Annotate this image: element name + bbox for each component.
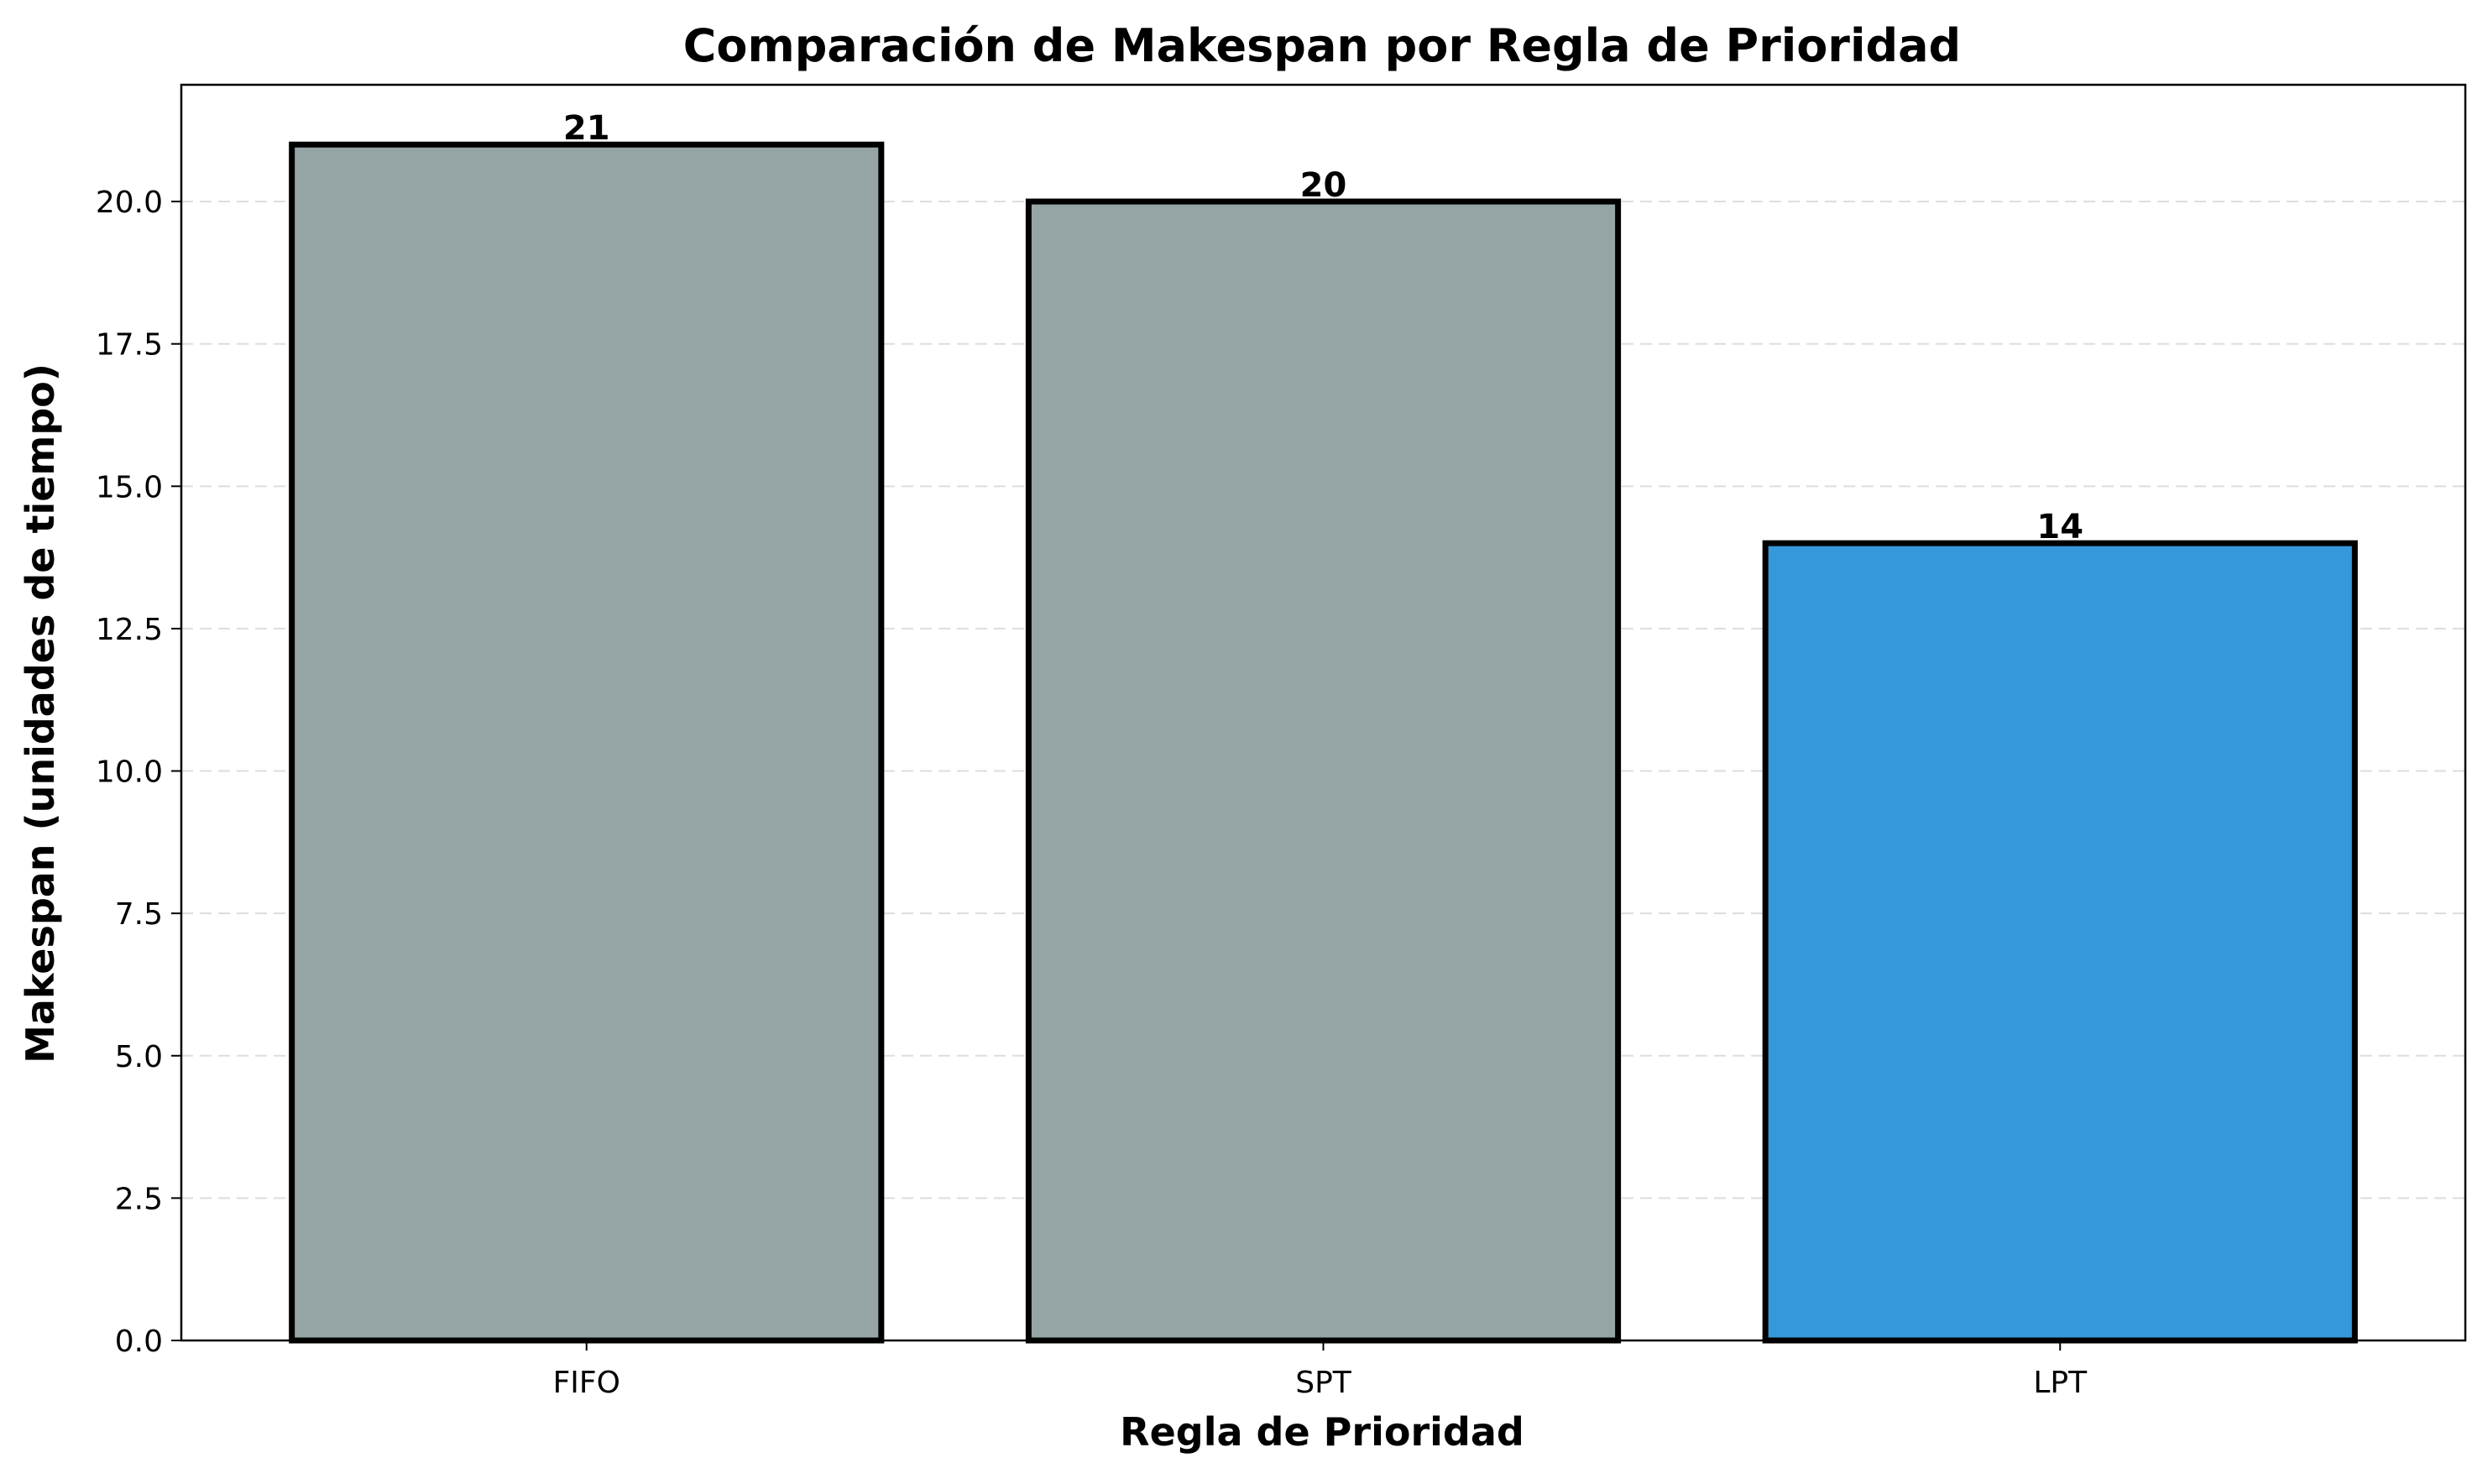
- x-axis-ticks: FIFO SPT LPT: [553, 1340, 2088, 1400]
- x-tick-label-fifo: FIFO: [553, 1366, 620, 1400]
- plot-frame: [180, 83, 2467, 1342]
- y-axis-ticks: 0.0 2.5 5.0 7.5 10.0 12.5 15.0 17.5 20.0: [96, 186, 181, 1359]
- y-tick-label: 12.5: [96, 613, 163, 647]
- y-tick-label: 10.0: [96, 755, 163, 790]
- y-tick-label: 20.0: [96, 186, 163, 220]
- bar-fifo: [289, 141, 885, 1344]
- bar-spt: [1025, 198, 1622, 1344]
- bar-lpt: [1762, 540, 2358, 1344]
- data-labels: 21 20 14: [563, 109, 2083, 546]
- y-tick-label: 0.0: [115, 1325, 163, 1359]
- data-label-spt: 20: [1300, 166, 1347, 205]
- data-label-lpt: 14: [2036, 508, 2083, 546]
- y-axis-label: Makespan (unidades de tiempo): [18, 363, 63, 1063]
- y-tick-label: 17.5: [96, 328, 163, 363]
- x-tick-label-lpt: LPT: [2033, 1366, 2088, 1400]
- y-tick-label: 5.0: [115, 1040, 163, 1074]
- y-tick-label: 15.0: [96, 470, 163, 504]
- x-axis-label: Regla de Prioridad: [1120, 1409, 1524, 1455]
- data-label-fifo: 21: [563, 109, 610, 148]
- x-tick-label-spt: SPT: [1295, 1366, 1352, 1400]
- y-tick-label: 7.5: [115, 897, 163, 932]
- y-tick-label: 2.5: [115, 1182, 163, 1216]
- chart-title: Comparación de Makespan por Regla de Pri…: [683, 19, 1961, 72]
